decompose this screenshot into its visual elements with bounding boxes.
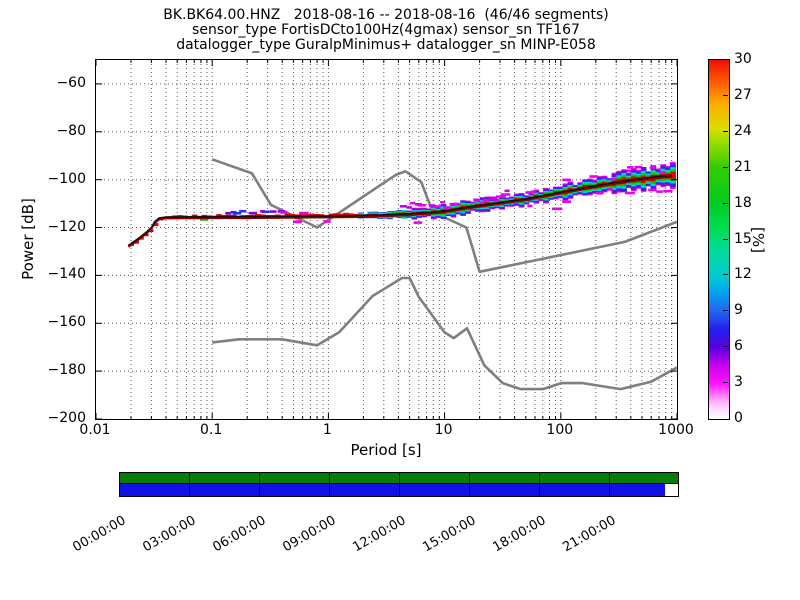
x-tick-label: 1: [322, 422, 332, 438]
colorbar-tick-label: 9: [734, 302, 743, 319]
y-tick-label: −120: [47, 218, 86, 235]
y-tick-label: −160: [47, 314, 86, 331]
timeline-tick-mark: [399, 472, 400, 497]
y-axis-title: Power [dB]: [19, 198, 37, 280]
x-tick-label: 0.1: [200, 422, 223, 438]
colorbar-tick-mark: [723, 382, 728, 384]
y-tick-label: −200: [47, 410, 86, 426]
y-tick-label: −140: [47, 266, 86, 283]
x-tick-label: 10: [434, 422, 453, 438]
timeline-tick-mark: [259, 472, 260, 497]
nlnm-curve: [212, 276, 677, 391]
colorbar-tick-mark: [723, 310, 728, 312]
colorbar-tick-label: 12: [734, 266, 752, 283]
colorbar-tick-mark: [723, 166, 728, 168]
figure-title-line-3: datalogger_type GuralpMinimus+ datalogge…: [176, 37, 596, 53]
colorbar-tick-mark: [723, 346, 728, 348]
y-tick-label: −80: [56, 122, 86, 139]
figure-title-line-2: sensor_type FortisDCto100Hz(4gmax) senso…: [192, 22, 580, 38]
colorbar-tick-label: 27: [734, 86, 752, 103]
x-tick-label: 1000: [658, 422, 694, 438]
y-tick-label: −60: [56, 74, 86, 91]
colorbar-unit-label: [%]: [749, 227, 767, 253]
psd-plot-canvas: [96, 60, 677, 419]
data-availability-bar-fill: [120, 484, 666, 496]
timeline-tick-mark: [329, 472, 330, 497]
colorbar-tick-label: 3: [734, 374, 743, 391]
psd-mode-line: [127, 174, 672, 247]
timeline-tick-mark: [539, 472, 540, 497]
x-tick-label: 0.01: [79, 422, 111, 438]
y-tick-label: −100: [47, 170, 86, 187]
psd-plot-area: [95, 59, 678, 420]
timeline-tick-mark: [469, 472, 470, 497]
colorbar-tick-mark: [723, 130, 728, 132]
colorbar-tick-mark: [723, 94, 728, 96]
colorbar-tick-label: 15: [734, 230, 752, 247]
x-axis-title: Period [s]: [350, 441, 422, 459]
nhnm-curve: [211, 158, 677, 274]
y-tick-label: −180: [47, 362, 86, 379]
figure-title-line-1: BK.BK64.00.HNZ 2018-08-16 -- 2018-08-16 …: [163, 7, 609, 23]
x-tick-label: 100: [546, 422, 574, 438]
colorbar-tick-mark: [723, 238, 728, 240]
timeline-tick-mark: [189, 472, 190, 497]
colorbar-tick-label: 0: [734, 410, 743, 426]
colorbar-tick-label: 6: [734, 338, 743, 355]
colorbar-tick-label: 21: [734, 158, 752, 175]
colorbar-tick-label: 18: [734, 194, 752, 211]
colorbar-tick-label: 30: [734, 51, 752, 67]
colorbar-tick-label: 24: [734, 122, 752, 139]
colorbar-tick-mark: [723, 274, 728, 276]
colorbar-tick-mark: [723, 202, 728, 204]
colorbar: [708, 59, 730, 420]
timeline-tick-mark: [609, 472, 610, 497]
